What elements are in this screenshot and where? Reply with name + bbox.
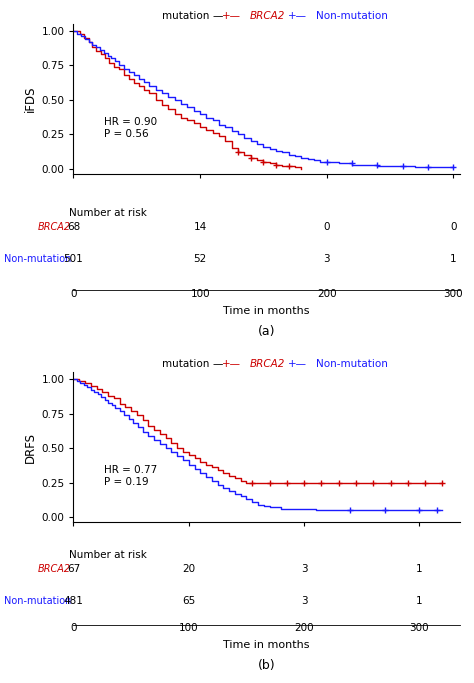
Text: 1: 1 <box>416 596 423 606</box>
Text: 3: 3 <box>301 563 308 574</box>
Text: +—: +— <box>221 11 241 20</box>
Text: 65: 65 <box>182 596 195 606</box>
Text: 1: 1 <box>450 254 457 264</box>
Text: BRCA2: BRCA2 <box>38 563 71 574</box>
Text: —: — <box>212 359 222 369</box>
Text: 481: 481 <box>64 596 83 606</box>
Text: 501: 501 <box>64 254 83 264</box>
Text: BRCA2: BRCA2 <box>250 11 285 20</box>
Text: (a): (a) <box>258 324 275 338</box>
Text: 0: 0 <box>324 222 330 232</box>
Text: +—: +— <box>221 359 241 369</box>
Text: HR = 0.90
P = 0.56: HR = 0.90 P = 0.56 <box>104 117 157 139</box>
Text: 67: 67 <box>67 563 80 574</box>
Text: —: — <box>212 11 222 20</box>
Text: mutation: mutation <box>163 359 210 369</box>
Text: +—: +— <box>288 11 307 20</box>
Text: 52: 52 <box>193 254 207 264</box>
Text: Number at risk: Number at risk <box>69 208 146 219</box>
Text: (b): (b) <box>258 659 275 673</box>
Text: 100: 100 <box>179 624 199 633</box>
Text: BRCA2: BRCA2 <box>38 222 71 232</box>
Text: 300: 300 <box>410 624 429 633</box>
Text: Non-mutation: Non-mutation <box>4 596 71 606</box>
Text: mutation: mutation <box>163 11 210 20</box>
Text: Non-mutation: Non-mutation <box>4 254 71 264</box>
Y-axis label: iFDS: iFDS <box>24 86 37 112</box>
Text: 20: 20 <box>182 563 195 574</box>
Text: 300: 300 <box>444 289 463 298</box>
Text: 200: 200 <box>317 289 337 298</box>
Text: 68: 68 <box>67 222 80 232</box>
Text: 1: 1 <box>416 563 423 574</box>
Text: +—: +— <box>288 359 307 369</box>
Text: Non-mutation: Non-mutation <box>316 359 388 369</box>
Text: HR = 0.77
P = 0.19: HR = 0.77 P = 0.19 <box>104 465 158 487</box>
Text: BRCA2: BRCA2 <box>250 359 285 369</box>
Text: 3: 3 <box>301 596 308 606</box>
Text: 0: 0 <box>70 289 77 298</box>
Text: 200: 200 <box>294 624 314 633</box>
Text: 0: 0 <box>70 624 77 633</box>
Text: 14: 14 <box>193 222 207 232</box>
Text: Time in months: Time in months <box>223 306 310 316</box>
Text: 100: 100 <box>191 289 210 298</box>
Text: Number at risk: Number at risk <box>69 550 146 560</box>
Text: 3: 3 <box>323 254 330 264</box>
Y-axis label: DRFS: DRFS <box>24 432 37 463</box>
Text: Non-mutation: Non-mutation <box>316 11 388 20</box>
Text: Time in months: Time in months <box>223 641 310 650</box>
Text: 0: 0 <box>450 222 456 232</box>
